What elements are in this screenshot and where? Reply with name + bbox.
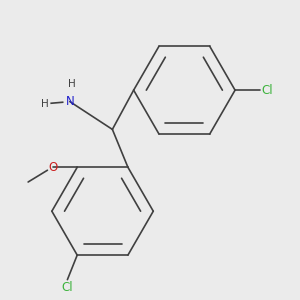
Text: H: H xyxy=(68,79,75,88)
Text: Cl: Cl xyxy=(261,84,273,97)
Text: O: O xyxy=(48,161,57,174)
Text: H: H xyxy=(41,99,49,109)
Text: Cl: Cl xyxy=(61,281,73,294)
Text: N: N xyxy=(65,95,74,108)
